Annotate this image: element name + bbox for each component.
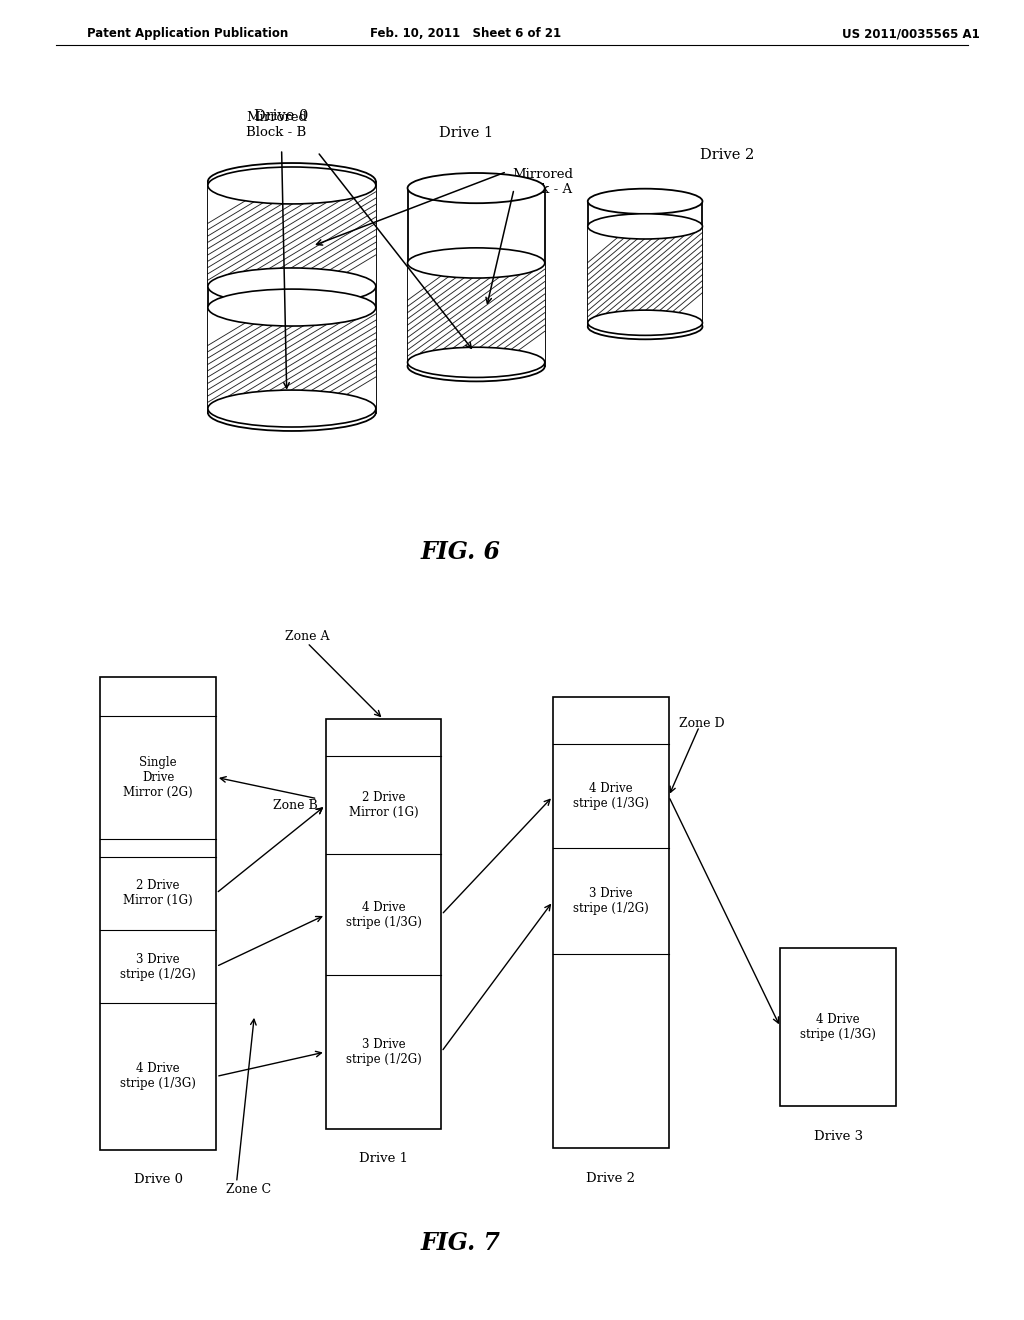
Ellipse shape <box>588 310 702 335</box>
Text: Zone C: Zone C <box>226 1183 271 1196</box>
Text: Mirrored
Block - B: Mirrored Block - B <box>246 111 307 140</box>
Text: FIG. 7: FIG. 7 <box>421 1232 501 1255</box>
Text: Drive 1: Drive 1 <box>359 1152 408 1166</box>
Text: 2 Drive
Mirror (1G): 2 Drive Mirror (1G) <box>349 791 418 820</box>
Ellipse shape <box>208 391 376 426</box>
Text: 2 Drive
Mirror (1G): 2 Drive Mirror (1G) <box>124 879 193 907</box>
Polygon shape <box>100 677 216 1150</box>
Polygon shape <box>208 308 376 409</box>
Polygon shape <box>408 187 545 366</box>
Polygon shape <box>588 226 702 322</box>
Ellipse shape <box>588 214 702 239</box>
Ellipse shape <box>208 168 376 203</box>
Ellipse shape <box>408 351 545 381</box>
Polygon shape <box>780 948 896 1106</box>
Text: Zone A: Zone A <box>285 630 330 643</box>
Ellipse shape <box>208 164 376 199</box>
Ellipse shape <box>588 189 702 214</box>
Text: 4 Drive
stripe (1/3G): 4 Drive stripe (1/3G) <box>120 1063 197 1090</box>
Ellipse shape <box>408 173 545 203</box>
Text: Single
Drive
Mirror (2G): Single Drive Mirror (2G) <box>124 756 193 799</box>
Text: Drive 1: Drive 1 <box>439 125 493 140</box>
Ellipse shape <box>208 268 376 305</box>
Text: 4 Drive
stripe (1/3G): 4 Drive stripe (1/3G) <box>572 783 649 810</box>
Text: 3 Drive
stripe (1/2G): 3 Drive stripe (1/2G) <box>121 953 196 981</box>
Text: Drive 2: Drive 2 <box>700 148 754 162</box>
Ellipse shape <box>588 314 702 339</box>
Text: 4 Drive
stripe (1/3G): 4 Drive stripe (1/3G) <box>800 1012 877 1041</box>
Text: 3 Drive
stripe (1/2G): 3 Drive stripe (1/2G) <box>573 887 648 915</box>
Text: Mirrored
Block - A: Mirrored Block - A <box>512 168 573 197</box>
Text: Drive 0: Drive 0 <box>254 110 309 124</box>
Polygon shape <box>208 186 376 286</box>
Text: Drive 0: Drive 0 <box>134 1173 182 1187</box>
Polygon shape <box>326 719 441 1129</box>
Polygon shape <box>208 181 376 412</box>
Text: Zone B: Zone B <box>272 799 317 812</box>
Ellipse shape <box>208 395 376 430</box>
Text: Zone D: Zone D <box>679 717 725 730</box>
Polygon shape <box>553 697 669 1148</box>
Text: 3 Drive
stripe (1/2G): 3 Drive stripe (1/2G) <box>346 1038 421 1065</box>
Text: Patent Application Publication: Patent Application Publication <box>87 28 289 40</box>
Polygon shape <box>588 201 702 326</box>
Text: Drive 2: Drive 2 <box>587 1172 635 1185</box>
Text: FIG. 6: FIG. 6 <box>421 540 501 564</box>
Text: 4 Drive
stripe (1/3G): 4 Drive stripe (1/3G) <box>345 900 422 929</box>
Polygon shape <box>408 263 545 362</box>
Text: US 2011/0035565 A1: US 2011/0035565 A1 <box>843 28 980 40</box>
Text: Feb. 10, 2011   Sheet 6 of 21: Feb. 10, 2011 Sheet 6 of 21 <box>371 28 561 40</box>
Ellipse shape <box>408 347 545 378</box>
Text: Drive 3: Drive 3 <box>814 1130 862 1143</box>
Ellipse shape <box>208 289 376 326</box>
Ellipse shape <box>408 248 545 279</box>
